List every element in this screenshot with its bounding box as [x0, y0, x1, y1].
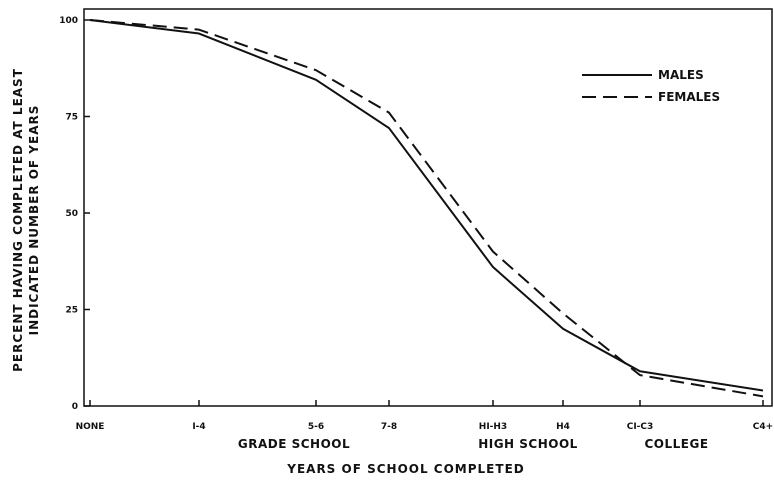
x-tick-label: H4 — [556, 422, 570, 432]
y-axis-label: PERCENT HAVING COMPLETED AT LEAST INDICA… — [11, 68, 41, 372]
legend: MALES FEMALES — [582, 68, 720, 104]
category-groups: GRADE SCHOOL HIGH SCHOOL COLLEGE — [238, 437, 709, 451]
legend-label-females: FEMALES — [658, 90, 720, 104]
category-group-label: COLLEGE — [644, 437, 708, 451]
x-tick-label: 5-6 — [308, 422, 324, 432]
x-axis-label: YEARS OF SCHOOL COMPLETED — [286, 462, 524, 476]
x-tick-label: 7-8 — [381, 422, 397, 432]
y-axis-label-line2: INDICATED NUMBER OF YEARS — [27, 105, 41, 336]
x-tick-label: I-4 — [192, 422, 205, 432]
y-tick-label: 50 — [65, 209, 78, 219]
y-tick-label: 25 — [65, 306, 78, 316]
y-tick-label: 100 — [59, 16, 78, 26]
x-tick-label: NONE — [76, 422, 105, 432]
x-tick-label: HI-H3 — [479, 422, 507, 432]
y-axis-label-line1: PERCENT HAVING COMPLETED AT LEAST — [11, 68, 25, 372]
y-tick-label: 75 — [65, 113, 78, 123]
y-axis-ticks: 0 25 50 75 100 — [59, 16, 90, 412]
legend-label-males: MALES — [658, 68, 704, 82]
x-tick-label: C4+ — [753, 422, 773, 432]
category-group-label: HIGH SCHOOL — [478, 437, 578, 451]
x-axis-ticks: NONE I-4 5-6 7-8 HI-H3 H4 CI-C3 C4+ — [76, 400, 774, 432]
category-group-label: GRADE SCHOOL — [238, 437, 350, 451]
x-tick-label: CI-C3 — [627, 422, 654, 432]
y-tick-label: 0 — [72, 402, 78, 412]
